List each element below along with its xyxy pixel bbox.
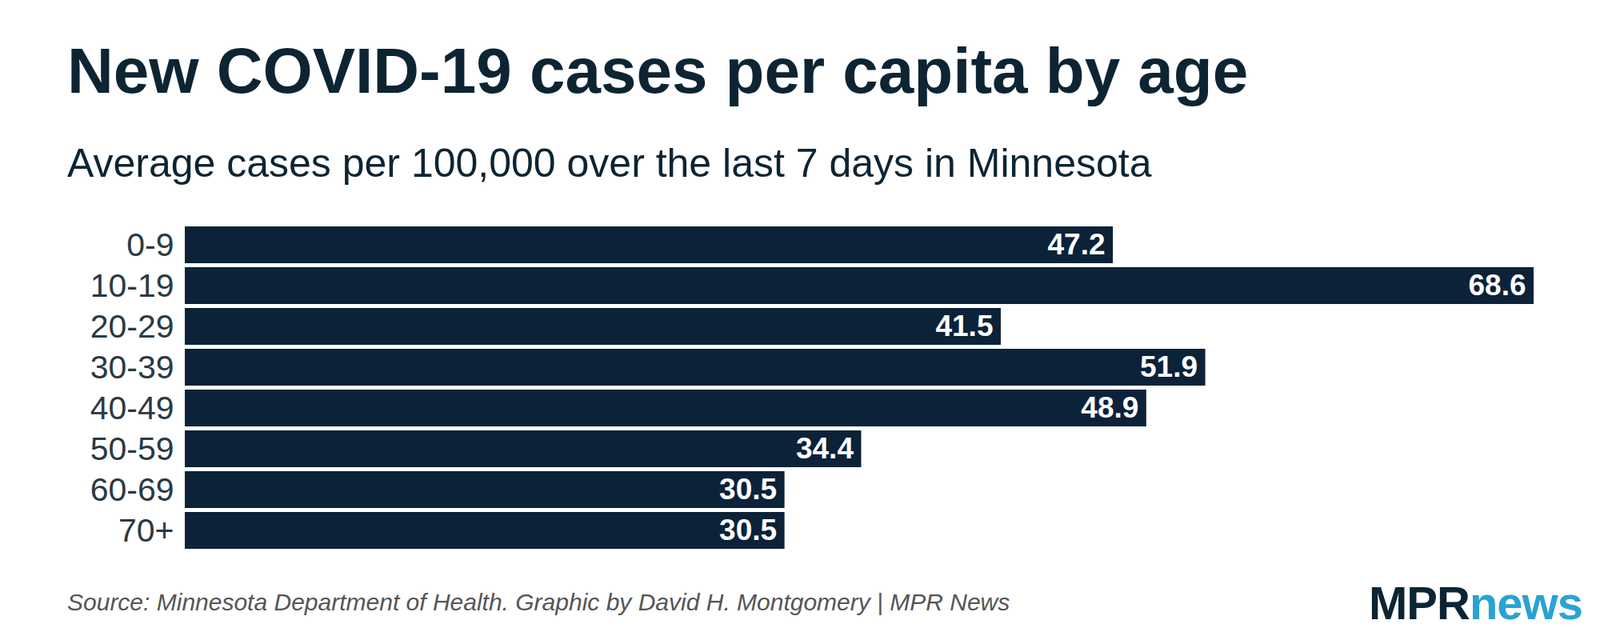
svg-text:0-9: 0-9 <box>126 226 174 264</box>
svg-text:10-19: 10-19 <box>90 267 175 304</box>
svg-text:51.9: 51.9 <box>1140 350 1198 384</box>
html-text:Average cases per 100,000 over: Average cases per 100,000 over the last … <box>67 140 1152 186</box>
svg-text:20-29: 20-29 <box>90 308 175 345</box>
svg-text:48.9: 48.9 <box>1080 391 1139 424</box>
html-text:MPR news: MPR news <box>1368 576 1583 629</box>
svg-text:30.5: 30.5 <box>719 472 777 506</box>
svg-text:30.5: 30.5 <box>719 513 777 547</box>
svg-text:47.2: 47.2 <box>1048 228 1106 261</box>
svg-text:68.6: 68.6 <box>1468 268 1526 302</box>
svg-text:50-59: 50-59 <box>90 430 175 468</box>
svg-text:30-39: 30-39 <box>90 348 175 386</box>
svg-text:34.4: 34.4 <box>796 432 854 465</box>
svg-text:60-69: 60-69 <box>90 471 175 508</box>
html-text:New COVID-19 cases per capita: New COVID-19 cases per capita by age <box>67 35 1249 107</box>
html-text:Source: Minnesota Department o: Source: Minnesota Department of Health. … <box>67 588 1010 616</box>
svg-text:41.5: 41.5 <box>935 309 993 343</box>
svg-text:40-49: 40-49 <box>90 389 175 427</box>
svg-text:70+: 70+ <box>118 512 175 549</box>
